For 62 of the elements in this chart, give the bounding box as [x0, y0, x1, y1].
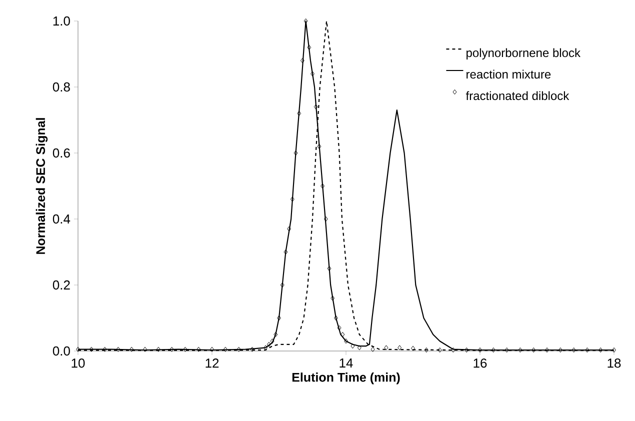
x-tick-label: 10 [72, 358, 85, 368]
point [330, 296, 335, 301]
point [210, 346, 214, 352]
y-axis-title: Normalized SEC Signal [36, 118, 48, 254]
x-tick-label: 18 [608, 358, 621, 368]
point [89, 346, 94, 352]
point [236, 346, 241, 352]
point [287, 226, 292, 232]
point [314, 104, 318, 110]
point [223, 346, 228, 352]
point [518, 347, 522, 353]
point [274, 332, 278, 338]
point [297, 110, 302, 116]
point [370, 346, 375, 352]
point [280, 282, 284, 288]
point [334, 315, 338, 321]
point [572, 347, 576, 353]
y-tick-label: 0.4 [52, 214, 70, 224]
point [294, 150, 298, 156]
point [143, 346, 147, 352]
legend-label: fractionated diblock [466, 91, 570, 100]
point [398, 345, 402, 350]
point [424, 347, 428, 353]
point [585, 347, 590, 353]
x-tick-label: 16 [474, 358, 487, 368]
x-tick-label: 12 [206, 358, 219, 368]
point [504, 347, 509, 353]
point [317, 144, 322, 149]
point [170, 346, 174, 352]
point [300, 58, 304, 64]
point [307, 44, 312, 50]
point [250, 346, 254, 352]
y-tick-label: 0.0 [52, 346, 70, 356]
point [290, 196, 294, 202]
y-tick-label: 0.6 [52, 148, 70, 158]
y-tick-label: 0.8 [52, 82, 70, 92]
point [438, 347, 442, 353]
x-tick-label: 14 [340, 358, 353, 368]
point [320, 183, 325, 189]
point [411, 346, 415, 351]
point [451, 347, 456, 353]
point [357, 345, 362, 350]
point [270, 338, 274, 344]
point [310, 71, 314, 76]
y-tick-label: 0.2 [52, 280, 70, 290]
point [350, 344, 355, 349]
point [116, 346, 120, 352]
point [337, 325, 342, 330]
y-tick-label: 1.0 [53, 16, 70, 26]
x-axis-title: Elution Time (min) [292, 372, 400, 384]
legend-label: reaction mixture [466, 70, 551, 79]
point [324, 216, 328, 222]
point [327, 266, 332, 272]
point [344, 338, 348, 344]
point [183, 346, 188, 352]
point [156, 346, 160, 352]
point [384, 345, 388, 350]
point [102, 346, 107, 352]
point [266, 342, 271, 347]
point [130, 346, 134, 352]
point [196, 346, 201, 352]
legend-label: polynorbornene block [466, 48, 580, 60]
